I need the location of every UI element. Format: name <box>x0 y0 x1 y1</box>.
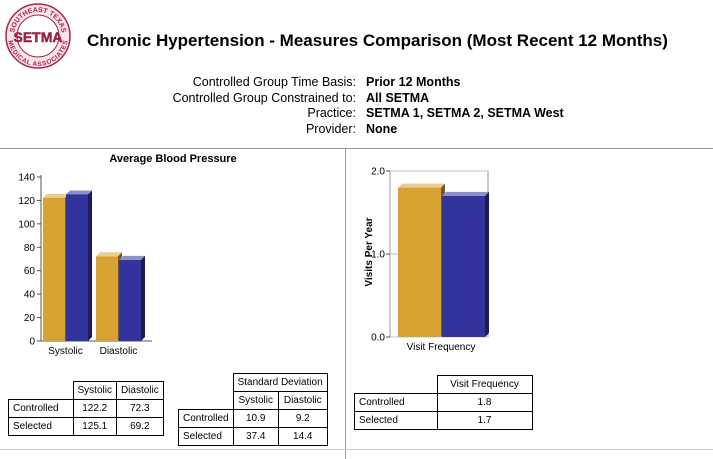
meta-row-constraint: Controlled Group Constrained to: All SET… <box>0 91 713 107</box>
table-cell: 122.2 <box>72 399 117 418</box>
table-header-row: Systolic Diastolic <box>9 381 164 400</box>
table-cell: 72.3 <box>115 399 164 418</box>
page-title: Chronic Hypertension - Measures Comparis… <box>87 31 668 50</box>
chart-title: Average Blood Pressure <box>109 153 236 165</box>
visit-frequency-table: Visit Frequency Controlled 1.8 Selected … <box>354 375 533 430</box>
row-label: Controlled <box>8 399 74 418</box>
table-header-row: Systolic Diastolic <box>179 391 328 410</box>
row-label: Controlled <box>178 409 234 428</box>
bar-selected-visit-frequency <box>442 191 489 337</box>
bar-controlled-systolic <box>43 193 69 341</box>
visit-chart-labels: 0.0 1.0 2.0 Visit Frequency <box>371 167 475 354</box>
y-tick-label: 100 <box>18 219 35 230</box>
table-row: Controlled 122.2 72.3 <box>8 399 164 418</box>
table-row: Selected 125.1 69.2 <box>8 417 164 436</box>
table-caption: Standard Deviation <box>232 373 328 392</box>
setma-logo: SOUTHEAST TEXAS MEDICAL ASSOCIATES SETMA <box>5 3 71 69</box>
table-header-row: Visit Frequency <box>355 375 533 394</box>
y-tick-label: 20 <box>24 313 36 324</box>
table-header: Visit Frequency <box>436 375 533 394</box>
section-divider <box>0 148 713 149</box>
meta-label: Practice: <box>307 106 356 120</box>
meta-row-practice: Practice: SETMA 1, SETMA 2, SETMA West <box>0 106 713 122</box>
meta-label: Controlled Group Time Basis: <box>192 75 356 89</box>
bar-controlled-visit-frequency <box>398 183 445 337</box>
x-tick-label: Visit Frequency <box>407 342 476 353</box>
table-header: Diastolic <box>277 391 328 410</box>
meta-label: Controlled Group Constrained to: <box>172 91 356 105</box>
table-cell: 14.4 <box>277 427 328 446</box>
meta-value: Prior 12 Months <box>366 75 461 89</box>
column-divider <box>345 149 346 459</box>
bottom-divider <box>0 449 713 450</box>
chart-ylabel: Visits Per Year <box>364 217 375 286</box>
meta-label: Provider: <box>305 122 356 136</box>
table-cell: 37.4 <box>232 427 279 446</box>
row-label: Selected <box>354 411 438 430</box>
bar-selected-diastolic <box>119 255 145 341</box>
table-cell: 69.2 <box>115 417 164 436</box>
table-cell: 125.1 <box>72 417 117 436</box>
meta-value: None <box>366 122 398 136</box>
table-header: Systolic <box>72 381 117 400</box>
table-row: Controlled 1.8 <box>354 393 533 412</box>
y-tick-label: 0 <box>29 337 35 348</box>
y-tick-label: 80 <box>24 243 36 254</box>
bp-stddev-table: Standard Deviation Systolic Diastolic Co… <box>178 373 328 446</box>
y-tick-label: 1.0 <box>371 250 385 261</box>
table-cell: 9.2 <box>277 409 328 428</box>
bar-selected-systolic <box>66 190 92 341</box>
table-header: Diastolic <box>115 381 164 400</box>
row-label: Controlled <box>354 393 438 412</box>
table-row: Controlled 10.9 9.2 <box>178 409 328 428</box>
x-tick-label: Diastolic <box>100 346 138 357</box>
y-tick-label: 140 <box>18 173 35 184</box>
y-tick-label: 40 <box>24 290 36 301</box>
meta-value: SETMA 1, SETMA 2, SETMA West <box>366 106 564 120</box>
visit-chart: Visits Per Year 0.0 1.0 2.0 Visit Frequency <box>364 167 489 354</box>
bp-chart-bars <box>43 190 145 341</box>
svg-text:SETMA: SETMA <box>14 29 63 45</box>
row-label: Selected <box>8 417 74 436</box>
bp-chart: Average Blood Pressure 0 20 40 60 80 100 120 14… <box>18 153 236 358</box>
x-tick-label: Systolic <box>48 346 82 357</box>
y-tick-label: 120 <box>18 196 35 207</box>
table-row: Selected 1.7 <box>354 411 533 430</box>
y-tick-label: 0.0 <box>371 333 385 344</box>
visit-chart-bars <box>398 183 489 337</box>
meta-value: All SETMA <box>366 91 430 105</box>
row-label: Selected <box>178 427 234 446</box>
table-cell: 1.7 <box>436 411 533 430</box>
table-cell: 10.9 <box>232 409 279 428</box>
bar-controlled-diastolic <box>96 252 122 341</box>
table-row: Selected 37.4 14.4 <box>178 427 328 446</box>
table-caption-row: Standard Deviation <box>179 373 328 392</box>
y-tick-label: 2.0 <box>371 167 385 178</box>
y-tick-label: 60 <box>24 266 36 277</box>
bp-average-table: Systolic Diastolic Controlled 122.2 72.3… <box>8 381 164 436</box>
table-cell: 1.8 <box>436 393 533 412</box>
bp-chart-labels: 0 20 40 60 80 100 120 140 Systolic Diastolic <box>18 173 137 358</box>
meta-row-provider: Provider: None <box>0 122 713 138</box>
meta-row-time-basis: Controlled Group Time Basis: Prior 12 Mo… <box>0 75 713 91</box>
table-header: Systolic <box>232 391 279 410</box>
